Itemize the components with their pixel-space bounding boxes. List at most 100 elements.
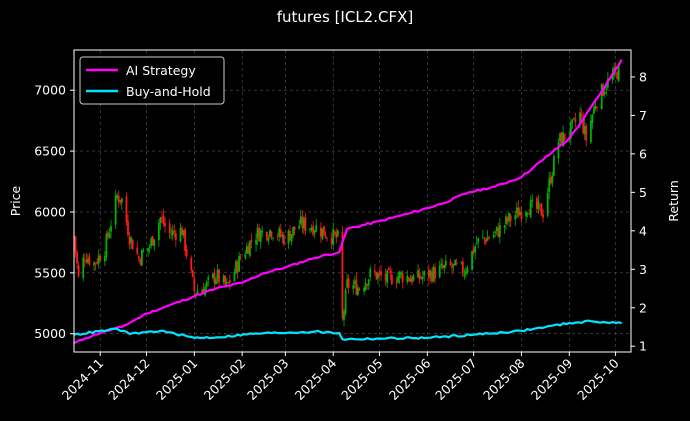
- candle-body: [153, 239, 156, 247]
- candle-body: [423, 271, 426, 276]
- candle-body: [94, 263, 97, 264]
- candle-body: [185, 248, 188, 257]
- candle-body: [330, 237, 333, 244]
- candle-body: [540, 203, 543, 216]
- candle-body: [150, 238, 153, 247]
- candle-body: [224, 275, 227, 285]
- candle-body: [364, 282, 367, 290]
- candle-body: [244, 254, 247, 259]
- y-left-tick-label: 6000: [34, 204, 66, 219]
- candle-body: [114, 195, 117, 225]
- candle-body: [315, 225, 318, 232]
- candle-body: [281, 234, 284, 237]
- candle-body: [103, 256, 106, 262]
- candle-body: [603, 92, 606, 95]
- candle-body: [452, 263, 455, 266]
- candle-body: [196, 290, 199, 294]
- candle-body: [483, 237, 486, 239]
- candle-body: [461, 261, 464, 274]
- candle-body: [546, 193, 549, 216]
- candle-body: [116, 195, 119, 198]
- candle-body: [255, 239, 257, 245]
- candle-body: [97, 255, 100, 264]
- candle-body: [344, 289, 347, 314]
- candle-body: [301, 216, 304, 229]
- candle-body: [600, 83, 603, 109]
- candle-body: [310, 228, 313, 231]
- candle-body: [412, 275, 415, 281]
- candle-body: [432, 266, 435, 282]
- candle-body: [326, 237, 328, 239]
- candle-body: [585, 125, 588, 141]
- candle-body: [139, 259, 142, 264]
- candle-body: [324, 235, 327, 238]
- candle-body: [136, 247, 139, 254]
- candle-body: [105, 234, 108, 258]
- candle-body: [519, 212, 521, 216]
- candle-body: [514, 215, 517, 220]
- candle-body: [596, 107, 598, 108]
- candle-body: [474, 246, 477, 253]
- y-right-tick-label: 6: [639, 146, 647, 161]
- candle-body: [125, 196, 128, 223]
- candle-body: [261, 230, 264, 233]
- candle-body: [417, 270, 419, 278]
- candle-body: [438, 265, 441, 278]
- candle-body: [233, 271, 236, 282]
- candle-body: [147, 248, 149, 252]
- candle-body: [313, 230, 316, 233]
- candle-body: [127, 221, 129, 236]
- candle-body: [211, 273, 214, 278]
- candle-body: [549, 177, 552, 184]
- candle-body: [88, 256, 91, 265]
- candle-body: [589, 120, 592, 143]
- candle-body: [569, 122, 572, 139]
- candle-body: [174, 233, 177, 240]
- y-right-tick-label: 8: [639, 69, 647, 84]
- candle-body: [256, 227, 259, 239]
- candle-body: [552, 155, 555, 176]
- candle-body: [574, 119, 577, 123]
- candle-body: [562, 132, 565, 147]
- y-left-tick-label: 6500: [34, 144, 66, 159]
- candle-body: [302, 218, 305, 229]
- candle-body: [542, 214, 544, 218]
- candle-body: [526, 213, 529, 214]
- candle-body: [418, 272, 421, 280]
- candle-body: [336, 230, 339, 237]
- candle-body: [270, 231, 273, 238]
- candle-body: [580, 114, 583, 117]
- candle-body: [611, 74, 614, 81]
- candle-body: [191, 269, 194, 277]
- candle-body: [488, 236, 490, 239]
- candle-body: [82, 257, 85, 278]
- series-line-buy-and-hold: [73, 319, 622, 341]
- candle-body: [194, 293, 197, 295]
- series-line-ai-strategy: [73, 59, 623, 345]
- candle-body: [99, 256, 102, 261]
- candle-body: [409, 279, 412, 282]
- candle-body: [248, 241, 251, 256]
- candle-body: [157, 223, 160, 240]
- y-axis-left: 5000 5500 6000 6500 7000: [34, 83, 74, 341]
- candle-body: [239, 257, 242, 259]
- plot-frame: [73, 49, 632, 353]
- candle-body: [497, 227, 500, 237]
- candle-body: [269, 230, 271, 237]
- candle-body: [434, 267, 436, 279]
- candle-body: [309, 228, 311, 231]
- candle-body: [93, 262, 95, 266]
- candle-body: [162, 215, 165, 225]
- candle-body: [207, 277, 210, 280]
- candle-body: [398, 271, 401, 279]
- candle-body: [494, 231, 497, 233]
- candle-body: [137, 256, 140, 259]
- candle-body: [401, 273, 404, 283]
- candle-body: [190, 257, 193, 271]
- candle-body: [529, 200, 532, 218]
- candle-body: [184, 229, 186, 251]
- candle-body: [289, 230, 291, 241]
- candle-body: [537, 201, 540, 210]
- candle-body: [346, 279, 348, 288]
